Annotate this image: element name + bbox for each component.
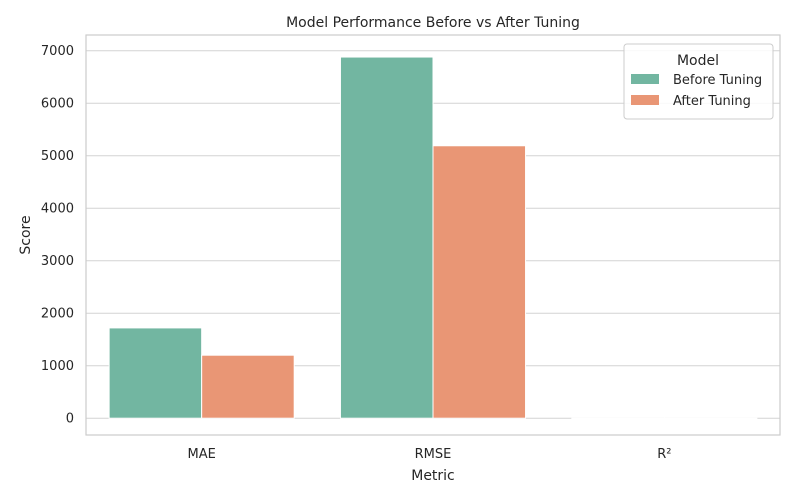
legend-swatch-before-tuning (631, 74, 659, 84)
bar-before-tuning-1 (339, 56, 434, 419)
plot-frame (85, 34, 781, 436)
bars (108, 56, 758, 420)
bar-before-tuning-2 (571, 417, 665, 420)
x-tick-label-2: R² (657, 447, 671, 462)
legend-swatch-after-tuning (631, 95, 659, 105)
bar-after-tuning-2 (663, 417, 758, 420)
bar-before-tuning-0 (108, 327, 203, 419)
y-tick-label-7000: 7000 (41, 44, 74, 59)
legend: Model Before Tuning After Tuning (623, 43, 774, 120)
x-axis-ticks: MAE RMSE R² (188, 447, 672, 462)
y-tick-label-0: 0 (66, 412, 74, 427)
legend-label-after-tuning: After Tuning (673, 94, 751, 109)
y-axis-label: Score (18, 215, 34, 254)
y-tick-label-5000: 5000 (41, 149, 74, 164)
x-tick-label-0: MAE (188, 447, 216, 462)
y-axis-ticks: 0 1000 2000 3000 4000 5000 6000 7000 (41, 44, 74, 426)
bar-after-tuning-1 (432, 145, 527, 419)
chart-title: Model Performance Before vs After Tuning (286, 15, 580, 31)
legend-title: Model (677, 53, 719, 69)
x-axis-label: Metric (411, 468, 455, 484)
y-tick-label-3000: 3000 (41, 254, 74, 269)
y-tick-label-1000: 1000 (41, 359, 74, 374)
bar-after-tuning-0 (201, 354, 295, 419)
legend-box (623, 43, 774, 120)
x-tick-label-1: RMSE (415, 447, 452, 462)
y-tick-label-4000: 4000 (41, 202, 74, 217)
legend-label-before-tuning: Before Tuning (673, 73, 762, 88)
y-tick-label-6000: 6000 (41, 97, 74, 112)
y-tick-label-2000: 2000 (41, 307, 74, 322)
